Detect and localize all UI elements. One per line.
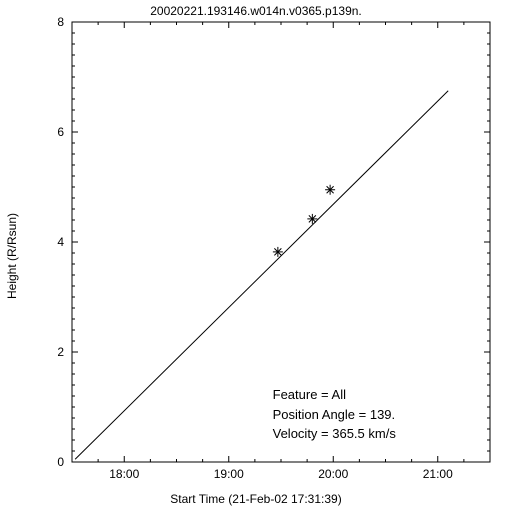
x-tick-label: 20:00 [318, 467, 348, 481]
fit-line [75, 91, 448, 460]
y-tick-label: 6 [57, 125, 64, 139]
data-point [273, 247, 283, 257]
chart-annotation: Position Angle = 139. [273, 407, 396, 422]
x-tick-label: 18:00 [109, 467, 139, 481]
x-tick-label: 21:00 [423, 467, 453, 481]
chart-svg: 18:00 19:00 20:00 21:00 0 2 4 6 8 [0, 0, 512, 512]
y-axis-label: Height (R/Rsun) [5, 213, 19, 299]
y-tick-label: 4 [57, 235, 64, 249]
data-point [307, 214, 317, 224]
chart-title: 20020221.193146.w014n.v0365.p139n. [150, 4, 362, 18]
chart-annotation: Feature = All [273, 387, 346, 402]
data-point [325, 185, 335, 195]
chart-annotation: Velocity = 365.5 km/s [273, 426, 396, 441]
x-axis-label: Start Time (21-Feb-02 17:31:39) [170, 492, 341, 506]
y-tick-label: 8 [57, 15, 64, 29]
y-tick-label: 2 [57, 345, 64, 359]
x-tick-label: 19:00 [214, 467, 244, 481]
y-tick-label: 0 [57, 455, 64, 469]
